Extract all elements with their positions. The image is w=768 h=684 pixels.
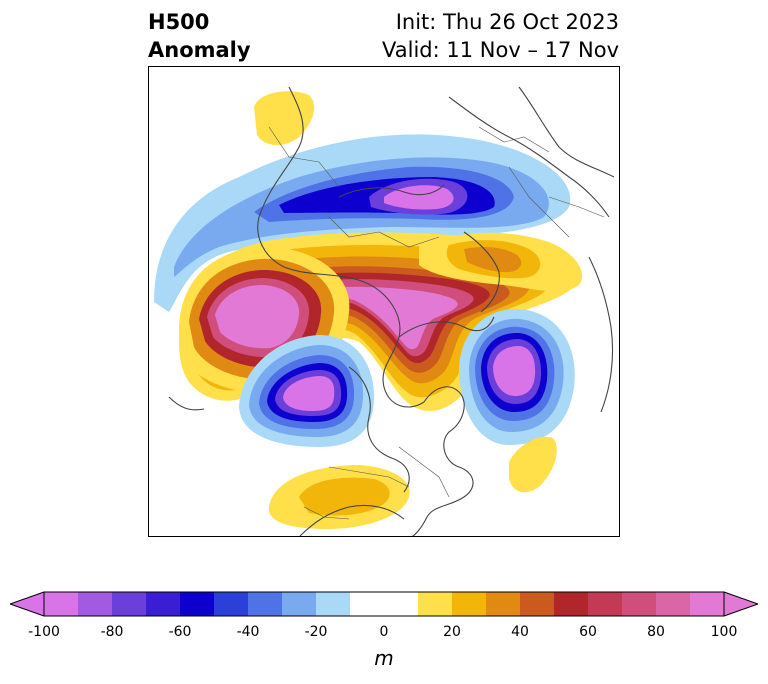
init-time-label: Init: Thu 26 Oct 2023 xyxy=(395,10,619,34)
colorbar-bin xyxy=(418,592,453,616)
colorbar-tick-labels: -100 -80 -60 -40 -20 0 20 40 60 80 100 xyxy=(0,624,768,644)
negative-anomaly-siberia xyxy=(154,134,571,312)
colorbar-under-outline xyxy=(10,591,45,617)
positive-anomaly-northwest xyxy=(254,91,315,146)
colorbar xyxy=(10,591,758,617)
colorbar-bin xyxy=(316,592,351,616)
colorbar-under-extension xyxy=(10,592,44,616)
colorbar-bin xyxy=(282,592,317,616)
colorbar-bin xyxy=(452,592,487,616)
title-field-name: H500 xyxy=(148,10,210,34)
colorbar-tick-label: 40 xyxy=(511,624,529,640)
colorbar-bin xyxy=(214,592,249,616)
colorbar-tick-label: -100 xyxy=(28,624,60,640)
colorbar-tick-label: 0 xyxy=(379,624,389,640)
colorbar-bin xyxy=(78,592,113,616)
positive-anomaly-scandinavia xyxy=(419,232,583,292)
map-canvas xyxy=(154,86,615,536)
colorbar-over-extension xyxy=(724,592,758,616)
colorbar-tick-label: -80 xyxy=(100,624,124,640)
colorbar-tick-label: -40 xyxy=(236,624,260,640)
colorbar-tick-label: 80 xyxy=(647,624,665,640)
colorbar-bin xyxy=(350,592,385,616)
chart-title-right: Init: Thu 26 Oct 2023 Valid: 11 Nov – 17… xyxy=(382,8,619,64)
colorbar-bin xyxy=(112,592,147,616)
colorbar-tick-label: 60 xyxy=(579,624,597,640)
colorbar-bin xyxy=(554,592,589,616)
colorbar-bin xyxy=(588,592,623,616)
colorbar-tick-label: -20 xyxy=(304,624,328,640)
country-borders xyxy=(268,126,605,520)
colorbar-bin xyxy=(248,592,283,616)
colorbar-bin xyxy=(520,592,555,616)
positive-anomaly-atlantic-south xyxy=(509,436,557,493)
title-field-type: Anomaly xyxy=(148,38,251,62)
valid-time-label: Valid: 11 Nov – 17 Nov xyxy=(382,38,619,62)
colorbar-over-outline xyxy=(723,591,758,617)
colorbar-tick-label: 20 xyxy=(443,624,461,640)
chart-title-left: H500 Anomaly xyxy=(148,8,251,64)
colorbar-bins xyxy=(44,592,725,616)
coastlines xyxy=(168,86,615,536)
colorbar-unit-label: m xyxy=(374,646,394,670)
negative-anomaly-atlantic xyxy=(459,308,575,445)
colorbar-bin xyxy=(486,592,521,616)
colorbar-outline xyxy=(43,591,725,617)
anomaly-map xyxy=(148,66,620,537)
negative-anomaly-west-america xyxy=(239,335,374,447)
colorbar-bin xyxy=(44,592,79,616)
colorbar-bin xyxy=(622,592,657,616)
colorbar-bin xyxy=(146,592,181,616)
colorbar-bin xyxy=(656,592,691,616)
positive-anomaly-southwest-us xyxy=(268,465,410,529)
colorbar-bin xyxy=(384,592,419,616)
colorbar-tick-label: 100 xyxy=(710,624,738,640)
colorbar-bin xyxy=(180,592,215,616)
colorbar-tick-label: -60 xyxy=(168,624,192,640)
colorbar-bin xyxy=(690,592,725,616)
